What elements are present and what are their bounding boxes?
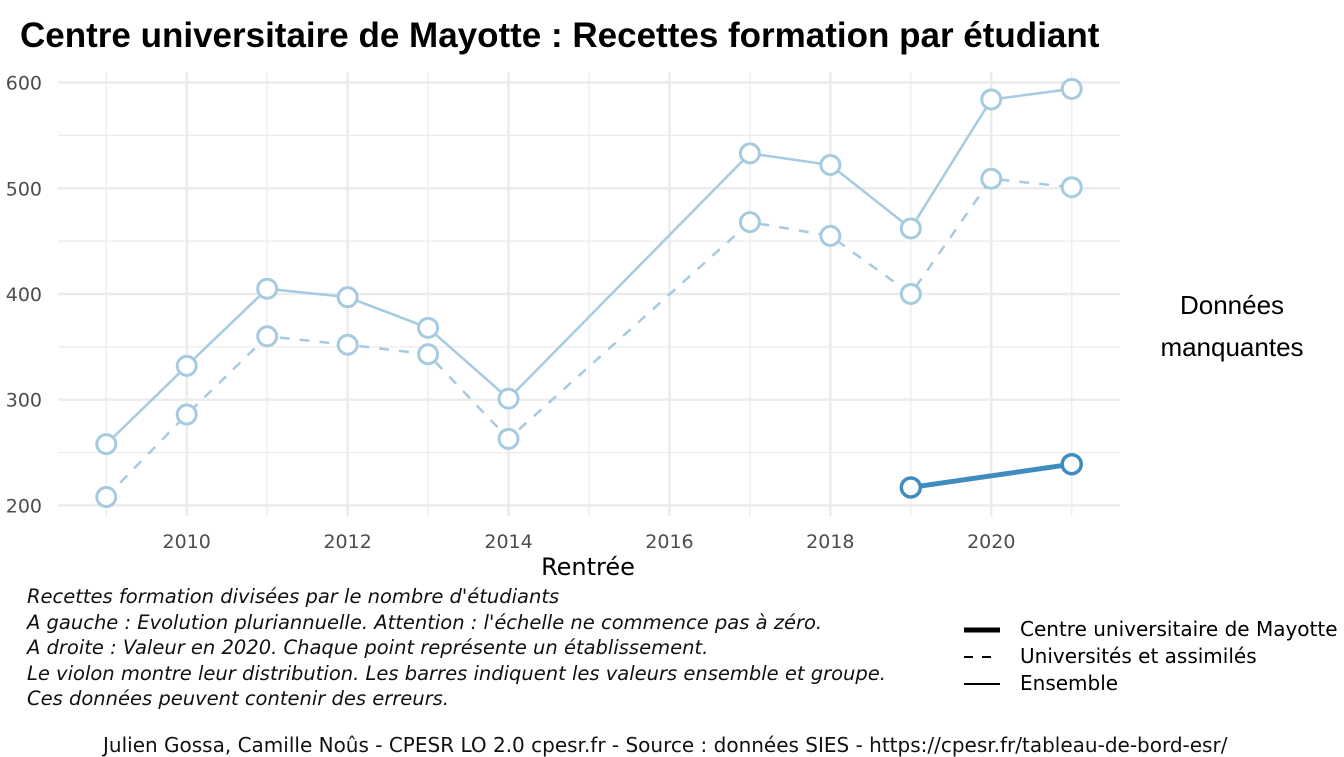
legend-label: Universités et assimilés: [1020, 644, 1257, 668]
data-point: [1060, 452, 1083, 476]
x-tick-label: 2012: [323, 531, 371, 553]
data-point: [95, 433, 118, 456]
x-tick-label: 2018: [806, 531, 854, 553]
missing-data-line2: manquantes: [1160, 332, 1304, 362]
legend: Centre universitaire de Mayotte Universi…: [962, 616, 1344, 697]
note-line: Le violon montre leur distribution. Les …: [27, 661, 886, 685]
data-point: [336, 333, 359, 356]
legend-label: Ensemble: [1020, 671, 1119, 695]
caption: Julien Gossa, Camille Noûs - CPESR LO 2.…: [103, 733, 1228, 757]
data-point: [980, 167, 1003, 190]
data-point: [497, 387, 520, 410]
data-point: [95, 485, 118, 508]
y-tick-label: 200: [6, 495, 42, 517]
legend-key-solid-line: [964, 682, 1000, 685]
notes: Recettes formation divisées par le nombr…: [27, 584, 886, 712]
line-chart: 200 300 400 500 600 2010 2012 2014 2016 2018 2020…: [6, 72, 1120, 580]
data-point: [899, 217, 922, 240]
y-tick-label: 600: [6, 73, 42, 95]
x-tick-label: 2016: [645, 531, 693, 553]
data-point: [256, 277, 279, 300]
x-tick-label: 2014: [484, 531, 532, 553]
data-point: [256, 325, 279, 348]
data-point: [738, 142, 761, 165]
missing-data-line1: Données: [1179, 290, 1285, 320]
legend-item-mayotte: Centre universitaire de Mayotte: [962, 616, 1344, 643]
grid-lines: [58, 72, 1120, 516]
note-line: Ces données peuvent contenir des erreurs…: [27, 687, 449, 710]
legend-item-universites: Universités et assimilés: [962, 643, 1344, 670]
note-line: A droite : Valeur en 2020. Chaque point …: [27, 636, 709, 659]
y-axis: 200 300 400 500 600: [6, 73, 42, 518]
missing-data-panel: Données manquantes: [1140, 284, 1324, 368]
chart-title: Centre universitaire de Mayotte : Recett…: [20, 16, 1100, 55]
data-point: [336, 286, 359, 309]
data-point: [497, 427, 520, 450]
data-point: [1060, 176, 1083, 199]
data-point: [417, 316, 440, 339]
data-point: [1060, 77, 1083, 100]
legend-key-thick-line: [964, 627, 1000, 632]
legend-key-dashed-line: [964, 655, 1000, 658]
data-point: [819, 224, 842, 247]
data-point: [899, 476, 923, 499]
data-point: [175, 354, 198, 377]
x-axis-label: Rentrée: [541, 553, 635, 580]
legend-item-ensemble: Ensemble: [962, 670, 1344, 697]
note-line: Recettes formation divisées par le nombr…: [27, 585, 560, 608]
note-line: A gauche : Evolution pluriannuelle. Atte…: [27, 610, 823, 634]
x-axis: 2010 2012 2014 2016 2018 2020: [163, 531, 1016, 553]
x-tick-label: 2020: [967, 531, 1015, 553]
data-point: [980, 88, 1003, 111]
data-point: [819, 154, 842, 177]
y-tick-label: 500: [6, 178, 42, 200]
series-group: [95, 77, 1083, 508]
data-point: [899, 283, 922, 305]
y-tick-label: 400: [6, 284, 42, 306]
data-point: [417, 343, 440, 366]
y-tick-label: 300: [6, 390, 42, 412]
legend-label: Centre universitaire de Mayotte: [1020, 617, 1338, 641]
data-point: [738, 211, 761, 234]
data-point: [175, 403, 198, 426]
x-tick-label: 2010: [163, 531, 211, 553]
series-line: [910, 461, 1073, 490]
